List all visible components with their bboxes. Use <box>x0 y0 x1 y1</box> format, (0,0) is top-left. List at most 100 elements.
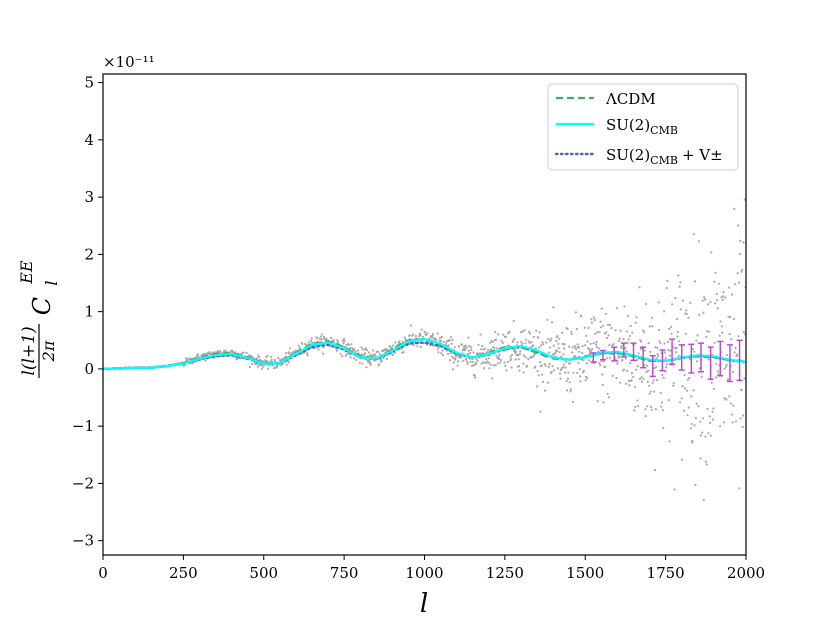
scatter-point <box>702 498 705 501</box>
scatter-point <box>414 335 417 338</box>
scatter-point <box>525 338 528 341</box>
scatter-point <box>530 355 533 358</box>
scatter-point <box>364 352 367 355</box>
scatter-point <box>674 296 677 300</box>
scatter-point <box>697 405 700 408</box>
scatter-point <box>622 337 625 341</box>
scatter-point <box>652 379 655 382</box>
scatter-point <box>638 286 641 289</box>
scatter-point <box>678 401 682 404</box>
scatter-point <box>445 341 448 344</box>
scatter-point <box>707 432 710 435</box>
scatter-point <box>388 344 391 348</box>
scatter-point <box>619 329 622 332</box>
scatter-point <box>649 350 652 353</box>
scatter-point <box>730 413 733 416</box>
scatter-point <box>636 399 639 402</box>
scatter-point <box>467 349 470 352</box>
scatter-point <box>691 347 695 351</box>
scatter-point <box>657 355 660 358</box>
scatter-point <box>621 359 624 362</box>
scatter-point <box>670 325 673 328</box>
scatter-point <box>614 329 617 332</box>
scatter-point <box>691 439 694 442</box>
scatter-point <box>508 344 511 347</box>
scatter-point <box>463 345 466 348</box>
scatter-point <box>182 364 185 368</box>
scatter-point <box>710 251 713 254</box>
scatter-point <box>311 341 314 344</box>
scatter-point <box>270 355 273 358</box>
scatter-point <box>561 331 564 334</box>
scatter-point <box>678 285 681 288</box>
scatter-point <box>599 364 602 367</box>
scatter-point <box>704 460 708 463</box>
scatter-point <box>582 369 586 372</box>
x-axis-label: l <box>420 589 428 619</box>
scatter-point <box>728 332 731 336</box>
scatter-point <box>642 377 645 380</box>
scatter-point <box>687 316 690 319</box>
scatter-point <box>284 352 287 355</box>
scatter-point <box>495 338 498 341</box>
scatter-point <box>582 359 585 362</box>
scatter-point <box>537 336 540 339</box>
scatter-point <box>679 281 682 284</box>
scatter-point <box>361 362 364 365</box>
legend-label-su2: SU(2)CMB <box>606 116 678 137</box>
scatter-point <box>635 368 638 371</box>
scatter-point <box>451 368 455 371</box>
scatter-point <box>435 338 438 341</box>
scatter-point <box>633 385 637 388</box>
scatter-point <box>717 282 721 285</box>
scatter-point <box>595 345 598 348</box>
y-tick-label: 5 <box>84 74 94 92</box>
scatter-point <box>219 350 222 353</box>
scatter-point <box>365 366 368 369</box>
scatter-point <box>515 350 518 353</box>
scatter-point <box>742 414 745 417</box>
scatter-point <box>467 352 470 356</box>
scatter-point <box>341 339 344 342</box>
scatter-point <box>365 347 368 350</box>
scatter-point <box>451 355 454 358</box>
scatter-point <box>520 340 523 343</box>
scatter-point <box>463 347 466 350</box>
scatter-point <box>669 349 672 352</box>
scatter-point <box>683 387 687 390</box>
scatter-point <box>546 381 550 384</box>
scatter-point <box>554 351 557 354</box>
scatter-point <box>664 357 667 360</box>
scatter-point <box>716 370 720 373</box>
scatter-point <box>597 347 601 350</box>
scatter-point <box>570 332 573 336</box>
scatter-point <box>640 380 644 383</box>
scatter-point <box>699 457 702 460</box>
scatter-point <box>670 332 673 335</box>
scatter-point <box>589 342 592 345</box>
scatter-point <box>543 389 547 392</box>
scatter-point <box>595 340 598 344</box>
scatter-point <box>357 349 360 352</box>
scatter-point <box>548 351 551 354</box>
scatter-point <box>491 377 494 380</box>
scatter-point <box>677 274 680 277</box>
scatter-point <box>523 354 526 357</box>
scatter-point <box>596 331 599 334</box>
scatter-point <box>436 348 440 351</box>
scatter-point <box>656 346 659 349</box>
scatter-point <box>742 241 745 244</box>
scatter-point <box>587 359 591 362</box>
scatter-point <box>553 369 556 372</box>
scatter-point <box>709 421 712 424</box>
scatter-point <box>423 331 427 334</box>
scatter-point <box>731 293 734 296</box>
scatter-point <box>734 420 738 423</box>
scatter-point <box>646 380 649 383</box>
scatter-point <box>543 362 546 366</box>
scatter-point <box>721 295 725 298</box>
scatter-point <box>456 364 459 367</box>
scatter-point <box>440 335 443 338</box>
scatter-point <box>280 363 283 367</box>
scatter-point <box>538 346 541 349</box>
